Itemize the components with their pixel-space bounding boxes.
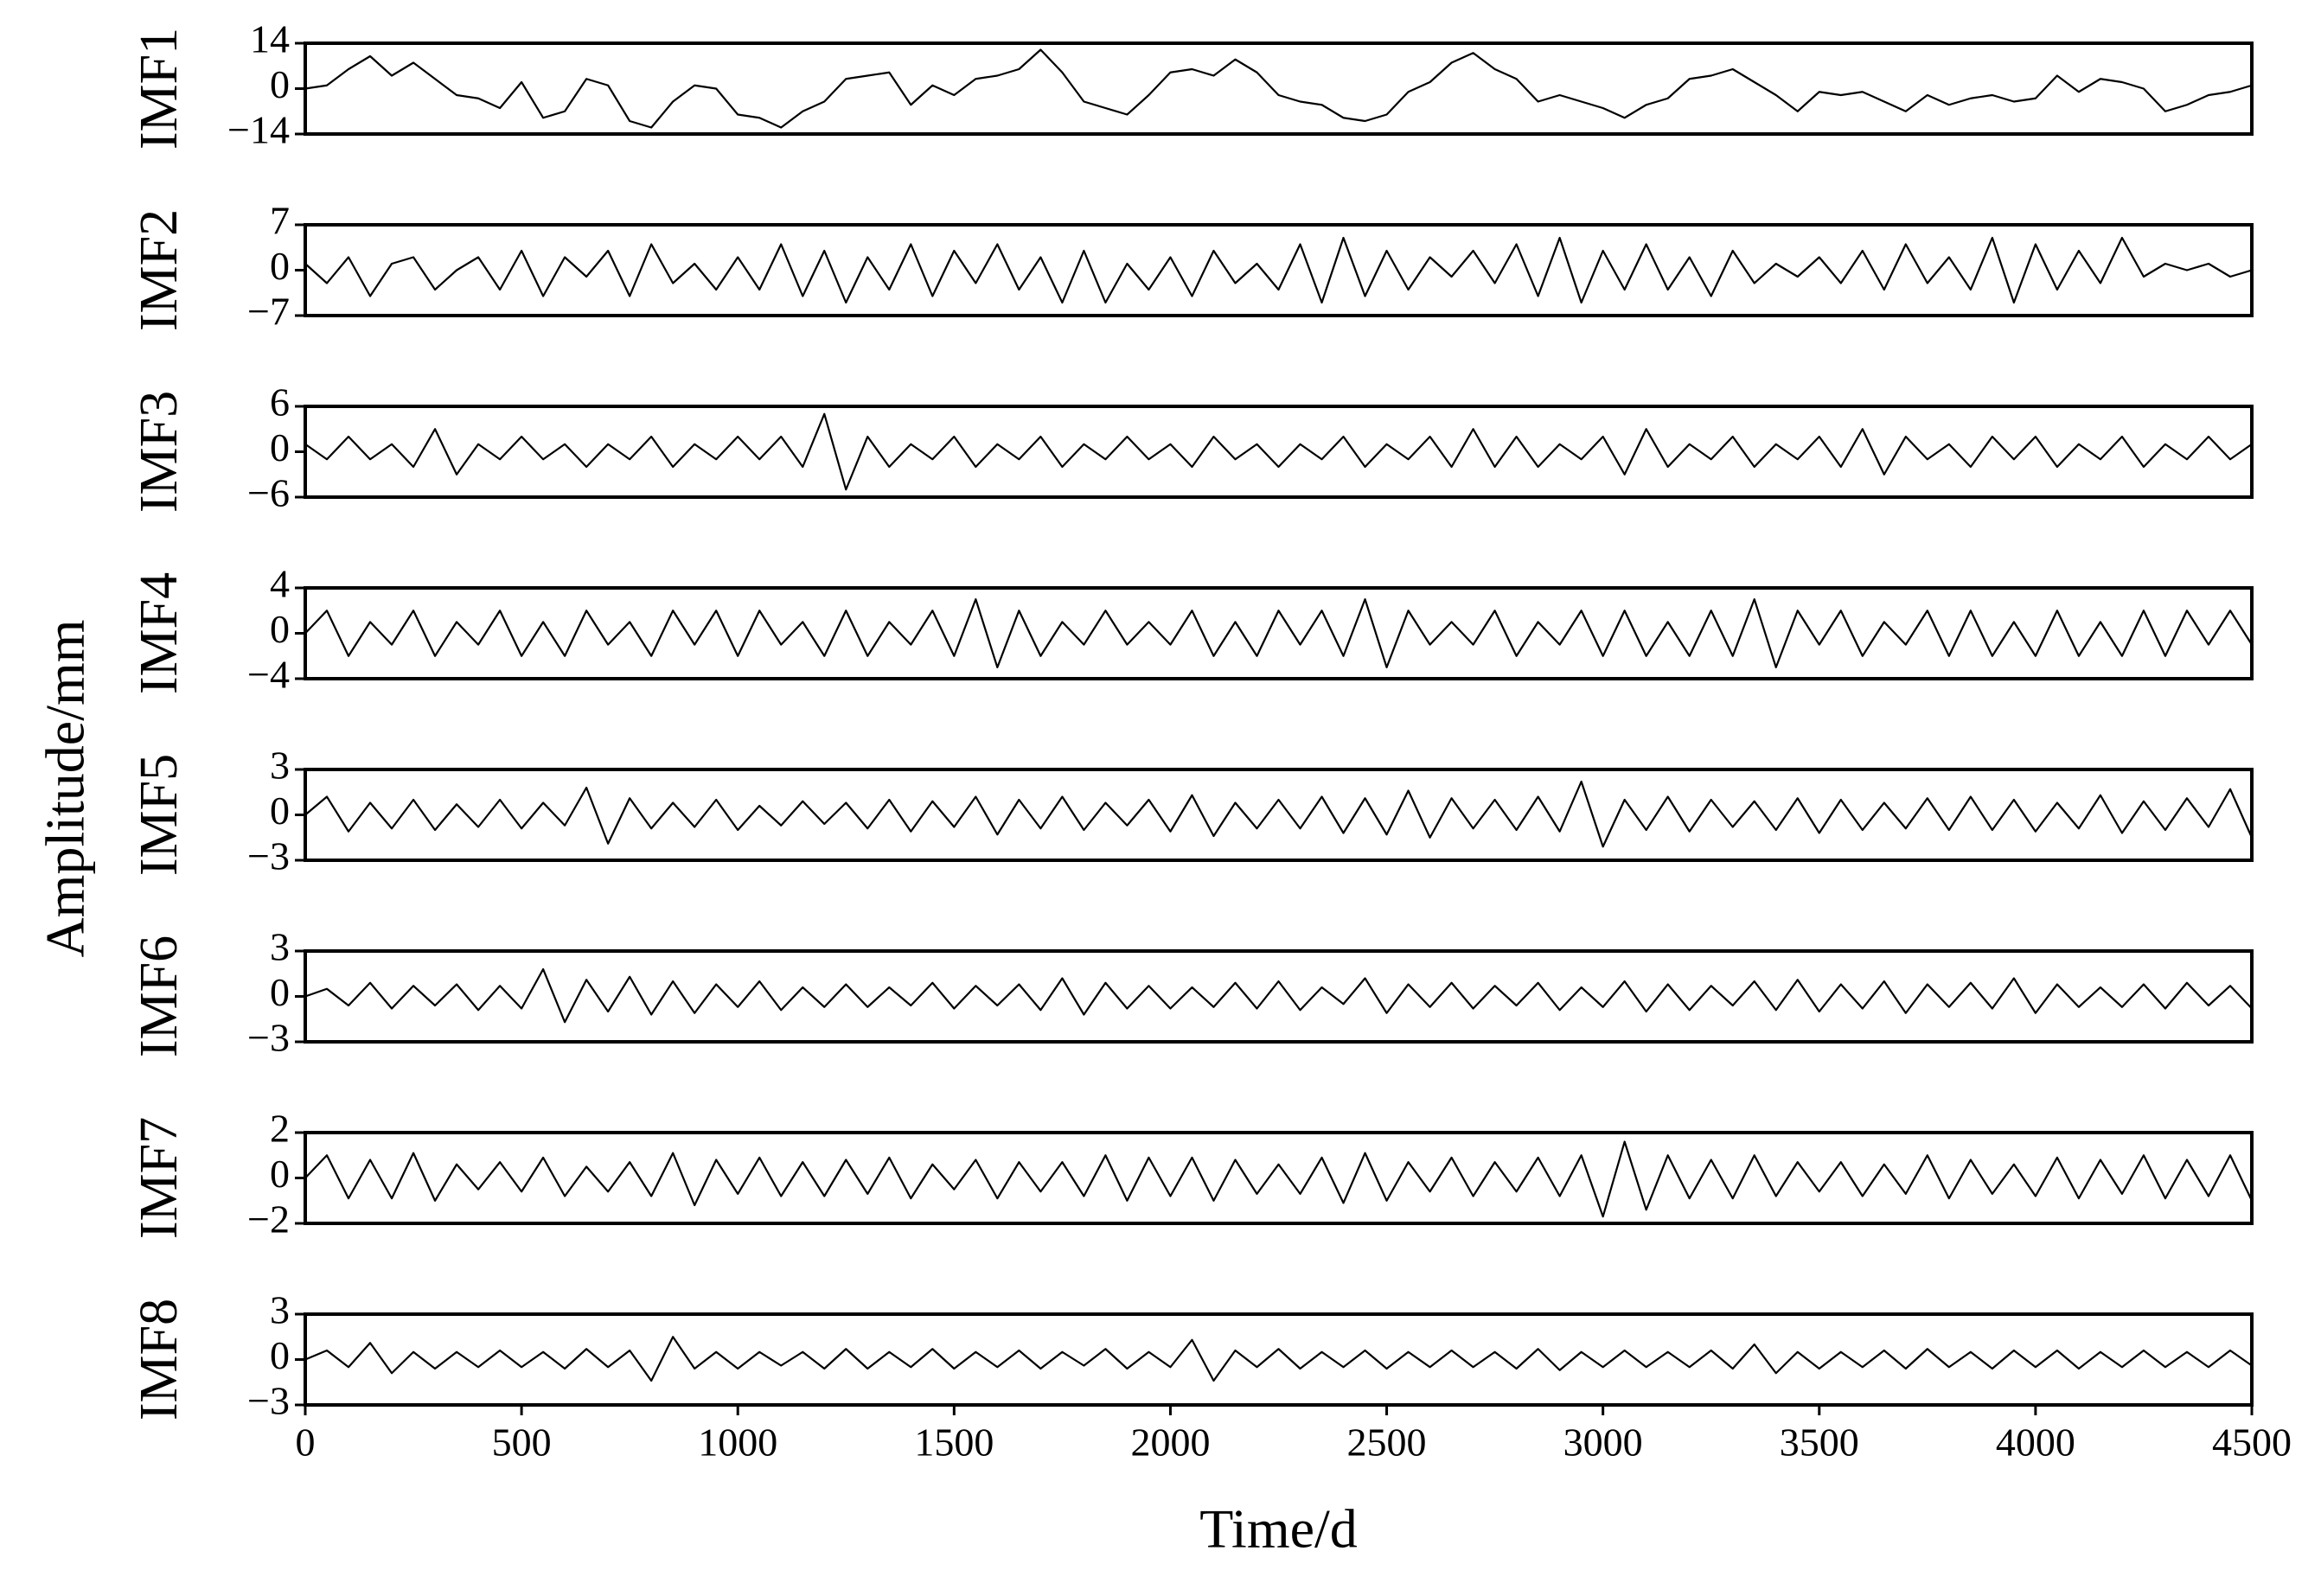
y-tick-label: −4 — [247, 653, 290, 697]
x-tick-label: 3500 — [1780, 1420, 1859, 1465]
x-tick-label: 0 — [296, 1420, 316, 1465]
x-tick-label: 4000 — [1996, 1420, 2075, 1465]
y-tick-label: 0 — [270, 1333, 290, 1377]
x-tick-label: 1500 — [914, 1420, 994, 1465]
y-tick-label: −2 — [247, 1197, 290, 1242]
y-tick-label: 3 — [270, 1288, 290, 1332]
plot-frame — [304, 41, 2254, 136]
x-tick-label: 4500 — [2212, 1420, 2292, 1465]
panel-label: IMF8 — [130, 1299, 189, 1420]
y-tick-label: 14 — [250, 17, 290, 61]
y-tick-label: 0 — [270, 1152, 290, 1196]
panel-label: IMF4 — [130, 572, 189, 694]
signal-line — [304, 967, 2253, 1024]
signal-line — [304, 780, 2254, 848]
signal-line — [304, 236, 2253, 304]
panel-label: IMF2 — [130, 209, 189, 331]
y-tick-label: 0 — [270, 425, 290, 469]
y-tick-label: −3 — [247, 1379, 290, 1423]
y-tick-label: 0 — [270, 62, 290, 106]
y-tick-label: 2 — [270, 1107, 290, 1151]
y-tick-label: 0 — [270, 970, 290, 1014]
y-axis-label: Amplitude/mm — [35, 619, 96, 957]
signal-line — [304, 412, 2253, 491]
y-tick-label: 3 — [270, 744, 290, 788]
x-axis-label: Time/d — [1199, 1498, 1358, 1560]
y-tick-label: −3 — [247, 834, 290, 878]
x-tick-label: 2500 — [1347, 1420, 1427, 1465]
x-tick-label: 500 — [492, 1420, 552, 1465]
panel-label: IMF1 — [130, 28, 189, 150]
y-tick-label: 0 — [270, 607, 290, 651]
panel-label: IMF3 — [130, 391, 189, 513]
y-tick-label: −6 — [247, 471, 290, 515]
x-tick-label: 2000 — [1130, 1420, 1210, 1465]
signal-line — [304, 1140, 2253, 1218]
panel-label: IMF7 — [130, 1117, 189, 1239]
y-tick-label: 0 — [270, 788, 290, 833]
signal-line — [304, 598, 2253, 668]
x-tick-label: 1000 — [698, 1420, 777, 1465]
y-tick-label: 7 — [270, 199, 290, 243]
x-tick-label: 3000 — [1563, 1420, 1643, 1465]
plot-frame — [304, 223, 2254, 317]
signal-line — [304, 48, 2253, 129]
signal-line — [304, 1336, 2253, 1382]
y-tick-label: −3 — [247, 1016, 290, 1060]
y-tick-label: −14 — [227, 108, 290, 152]
y-tick-label: −7 — [247, 290, 290, 334]
y-tick-label: 6 — [270, 380, 290, 425]
y-tick-label: 0 — [270, 244, 290, 288]
y-tick-label: 4 — [270, 562, 290, 606]
plot-frame — [304, 405, 2254, 499]
y-tick-label: 3 — [270, 925, 290, 969]
panel-label: IMF6 — [130, 935, 189, 1057]
panel-label: IMF5 — [130, 754, 189, 876]
